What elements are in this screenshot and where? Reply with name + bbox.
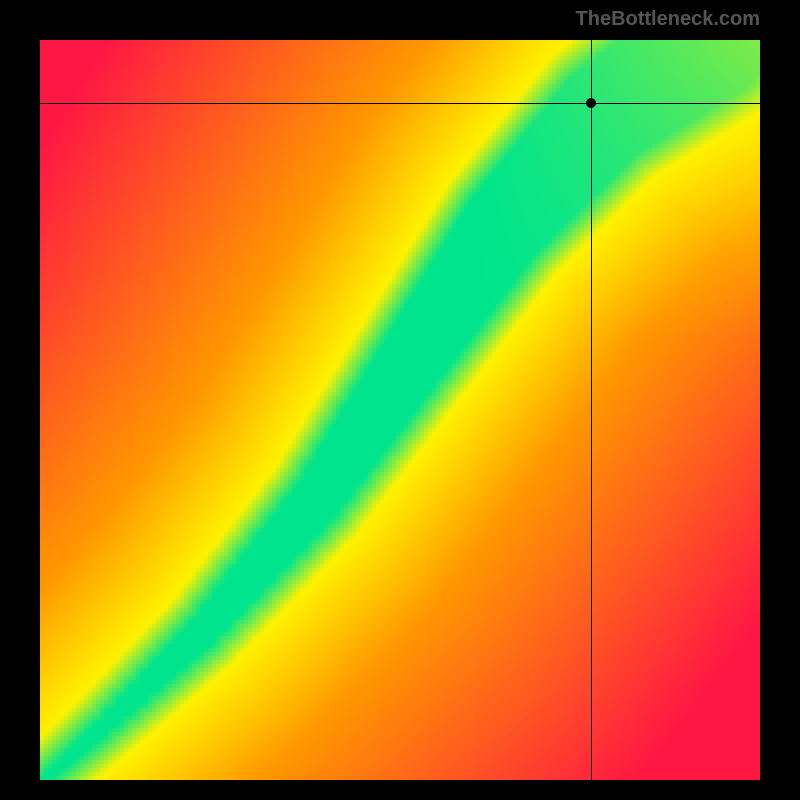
crosshair-vertical (591, 40, 592, 780)
crosshair-horizontal (40, 103, 760, 104)
heatmap-plot (40, 40, 760, 780)
heatmap-canvas (40, 40, 760, 780)
watermark-text: TheBottleneck.com (576, 8, 760, 31)
selection-marker[interactable] (586, 98, 596, 108)
